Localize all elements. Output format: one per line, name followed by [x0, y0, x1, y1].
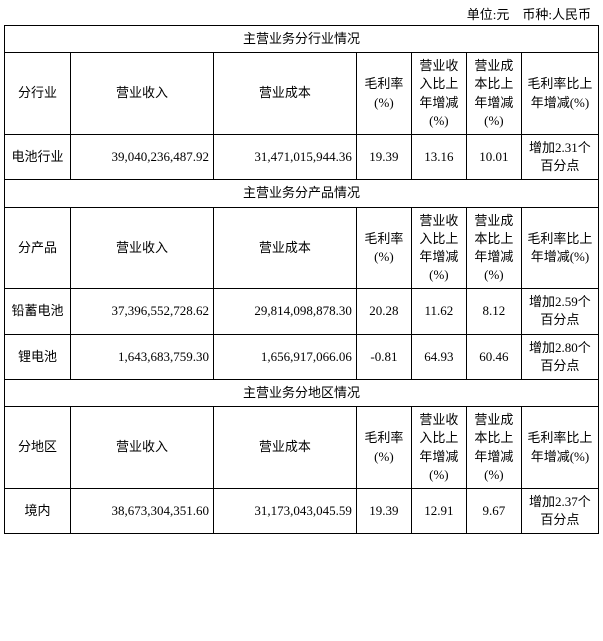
row-margin-change: 增加2.37个百分点 [521, 488, 598, 533]
header-cost: 营业成本 [213, 407, 356, 489]
table-row: 锂电池 1,643,683,759.30 1,656,917,066.06 -0… [5, 334, 599, 379]
row-margin: 19.39 [356, 488, 411, 533]
row-cost: 29,814,098,878.30 [213, 289, 356, 334]
row-rev-change: 11.62 [411, 289, 466, 334]
row-rev-change: 12.91 [411, 488, 466, 533]
header-cost: 营业成本 [213, 53, 356, 135]
row-label: 电池行业 [5, 134, 71, 179]
header-margin: 毛利率(%) [356, 53, 411, 135]
row-cost-change: 9.67 [466, 488, 521, 533]
row-margin-change: 增加2.31个百分点 [521, 134, 598, 179]
row-revenue: 38,673,304,351.60 [70, 488, 213, 533]
section-header-row: 主营业务分行业情况 [5, 26, 599, 53]
row-margin-change: 增加2.80个百分点 [521, 334, 598, 379]
header-revenue: 营业收入 [70, 407, 213, 489]
section-header-row: 主营业务分产品情况 [5, 180, 599, 207]
header-revenue: 营业收入 [70, 53, 213, 135]
product-header-row: 分产品 营业收入 营业成本 毛利率(%) 营业收入比上年增减(%) 营业成本比上… [5, 207, 599, 289]
row-label: 境内 [5, 488, 71, 533]
header-margin: 毛利率(%) [356, 407, 411, 489]
table-row: 铅蓄电池 37,396,552,728.62 29,814,098,878.30… [5, 289, 599, 334]
header-margin-change: 毛利率比上年增减(%) [521, 207, 598, 289]
header-margin-change: 毛利率比上年增减(%) [521, 407, 598, 489]
row-cost: 31,471,015,944.36 [213, 134, 356, 179]
row-cost: 31,173,043,045.59 [213, 488, 356, 533]
business-table: 主营业务分行业情况 分行业 营业收入 营业成本 毛利率(%) 营业收入比上年增减… [4, 25, 599, 534]
product-section-title: 主营业务分产品情况 [5, 180, 599, 207]
row-revenue: 37,396,552,728.62 [70, 289, 213, 334]
row-rev-change: 13.16 [411, 134, 466, 179]
row-rev-change: 64.93 [411, 334, 466, 379]
header-revenue: 营业收入 [70, 207, 213, 289]
row-margin: 19.39 [356, 134, 411, 179]
table-row: 电池行业 39,040,236,487.92 31,471,015,944.36… [5, 134, 599, 179]
header-margin: 毛利率(%) [356, 207, 411, 289]
header-label: 分地区 [5, 407, 71, 489]
row-cost-change: 8.12 [466, 289, 521, 334]
row-cost-change: 60.46 [466, 334, 521, 379]
header-cost-change: 营业成本比上年增减(%) [466, 207, 521, 289]
row-cost: 1,656,917,066.06 [213, 334, 356, 379]
header-margin-change: 毛利率比上年增减(%) [521, 53, 598, 135]
header-cost-change: 营业成本比上年增减(%) [466, 53, 521, 135]
row-margin: 20.28 [356, 289, 411, 334]
header-rev-change: 营业收入比上年增减(%) [411, 207, 466, 289]
row-revenue: 1,643,683,759.30 [70, 334, 213, 379]
row-margin-change: 增加2.59个百分点 [521, 289, 598, 334]
unit-currency-label: 单位:元 币种:人民币 [4, 4, 599, 23]
header-label: 分产品 [5, 207, 71, 289]
row-margin: -0.81 [356, 334, 411, 379]
industry-header-row: 分行业 营业收入 营业成本 毛利率(%) 营业收入比上年增减(%) 营业成本比上… [5, 53, 599, 135]
header-rev-change: 营业收入比上年增减(%) [411, 407, 466, 489]
row-label: 锂电池 [5, 334, 71, 379]
header-rev-change: 营业收入比上年增减(%) [411, 53, 466, 135]
header-cost: 营业成本 [213, 207, 356, 289]
industry-section-title: 主营业务分行业情况 [5, 26, 599, 53]
region-section-title: 主营业务分地区情况 [5, 380, 599, 407]
header-label: 分行业 [5, 53, 71, 135]
row-label: 铅蓄电池 [5, 289, 71, 334]
row-revenue: 39,040,236,487.92 [70, 134, 213, 179]
section-header-row: 主营业务分地区情况 [5, 380, 599, 407]
header-cost-change: 营业成本比上年增减(%) [466, 407, 521, 489]
region-header-row: 分地区 营业收入 营业成本 毛利率(%) 营业收入比上年增减(%) 营业成本比上… [5, 407, 599, 489]
table-row: 境内 38,673,304,351.60 31,173,043,045.59 1… [5, 488, 599, 533]
row-cost-change: 10.01 [466, 134, 521, 179]
